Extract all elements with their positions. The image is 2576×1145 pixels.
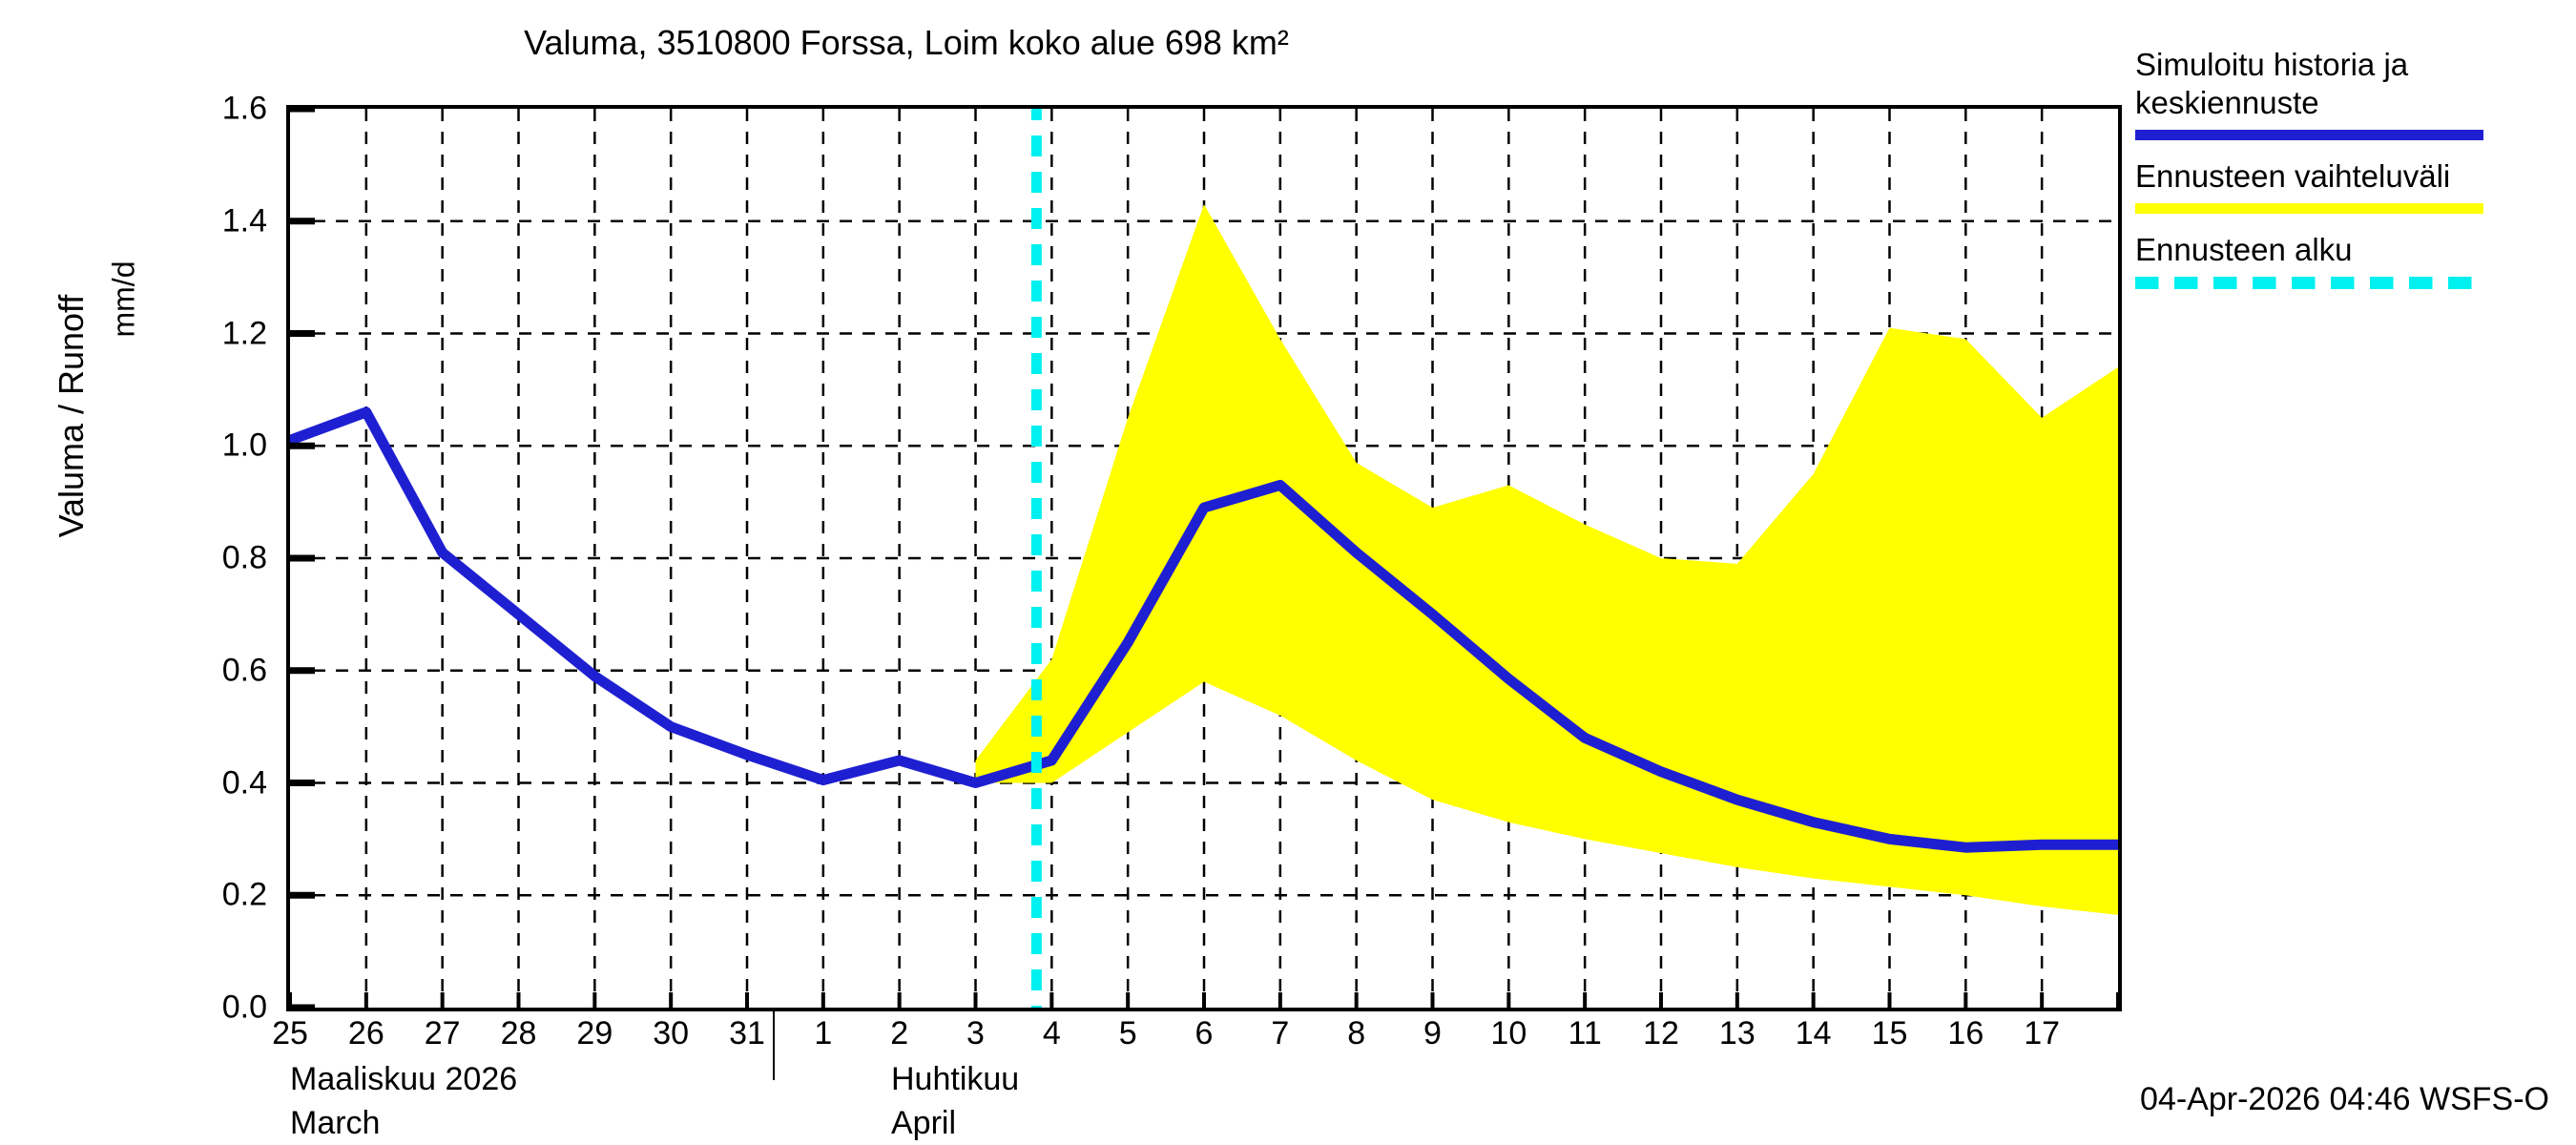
month-label-fi: Maaliskuu 2026 (290, 1061, 518, 1097)
legend-label: Simuloitu historia ja keskiennuste (2135, 47, 2409, 120)
month-label-en: April (891, 1105, 957, 1141)
legend-label: Ennusteen alku (2135, 232, 2353, 267)
plot-svg (290, 109, 2118, 1008)
plot-inner (290, 109, 2118, 1008)
legend-entry: Simuloitu historia ja keskiennuste (2135, 46, 2565, 140)
footer-timestamp: 04-Apr-2026 04:46 WSFS-O (2140, 1081, 2549, 1117)
x-tick-label: 31 (729, 1015, 765, 1051)
x-tick-label: 16 (1947, 1015, 1984, 1051)
x-tick-label: 1 (814, 1015, 833, 1051)
y-tick-label: 1.6 (221, 90, 267, 127)
chart-title: Valuma, 3510800 Forssa, Loim koko alue 6… (524, 23, 1289, 62)
month-label-fi: Huhtikuu (891, 1061, 1020, 1097)
x-tick-label: 3 (966, 1015, 985, 1051)
y-axis-unit: mm/d (106, 260, 141, 338)
x-tick-label: 7 (1271, 1015, 1290, 1051)
x-tick-label: 6 (1195, 1015, 1214, 1051)
x-tick-label: 14 (1795, 1015, 1832, 1051)
x-tick-label: 15 (1871, 1015, 1908, 1051)
y-tick-label: 1.2 (221, 315, 267, 351)
legend-entry: Ennusteen alku (2135, 231, 2565, 289)
x-tick-label: 27 (424, 1015, 461, 1051)
x-tick-label: 30 (653, 1015, 690, 1051)
y-axis-tick-labels: 0.0 0.2 0.4 0.6 0.8 1.0 1.2 1.4 1.6 (143, 91, 267, 1026)
legend-swatch-solid (2135, 203, 2483, 214)
legend-entry: Ennusteen vaihteluväli (2135, 157, 2565, 214)
forecast-uncertainty-band (975, 204, 2118, 915)
y-tick-label: 1.4 (221, 202, 267, 239)
x-tick-label: 28 (500, 1015, 537, 1051)
y-tick-label: 0.2 (221, 876, 267, 913)
x-tick-label: 12 (1643, 1015, 1679, 1051)
x-tick-label: 26 (347, 1015, 384, 1051)
x-tick-label: 5 (1118, 1015, 1137, 1051)
y-tick-label: 0.4 (221, 764, 267, 801)
x-tick-label: 17 (2024, 1015, 2061, 1051)
legend-swatch-solid (2135, 130, 2483, 140)
x-tick-label: 4 (1042, 1015, 1061, 1051)
x-tick-label: 9 (1423, 1015, 1442, 1051)
legend-swatch-dashed (2135, 277, 2483, 289)
month-label-block: Huhtikuu April (891, 1057, 1019, 1145)
y-tick-label: 0.8 (221, 539, 267, 576)
x-tick-label: 13 (1718, 1015, 1755, 1051)
legend-label: Ennusteen vaihteluväli (2135, 158, 2451, 194)
x-tick-label: 10 (1490, 1015, 1527, 1051)
x-tick-label: 29 (576, 1015, 613, 1051)
plot-area (286, 105, 2122, 1011)
legend: Simuloitu historia ja keskiennuste Ennust… (2135, 46, 2565, 306)
x-tick-label: 11 (1568, 1015, 1602, 1051)
month-label-en: March (290, 1105, 381, 1141)
y-axis-title: Valuma / Runoff (52, 294, 91, 538)
y-tick-label: 0.6 (221, 652, 267, 689)
x-tick-label: 8 (1347, 1015, 1366, 1051)
x-tick-label: 25 (272, 1015, 308, 1051)
y-tick-label: 1.0 (221, 427, 267, 464)
month-label-block: Maaliskuu 2026 March (290, 1057, 517, 1145)
mean-forecast-line (290, 406, 2118, 853)
x-tick-label: 2 (890, 1015, 909, 1051)
month-separator (773, 1011, 775, 1080)
x-axis-tick-labels: 25 26 27 28 29 30 31 1 2 3 4 5 6 7 8 9 10 11 12 13 14 15 16 17 (272, 1015, 2122, 1061)
y-tick-label: 0.0 (221, 989, 267, 1026)
